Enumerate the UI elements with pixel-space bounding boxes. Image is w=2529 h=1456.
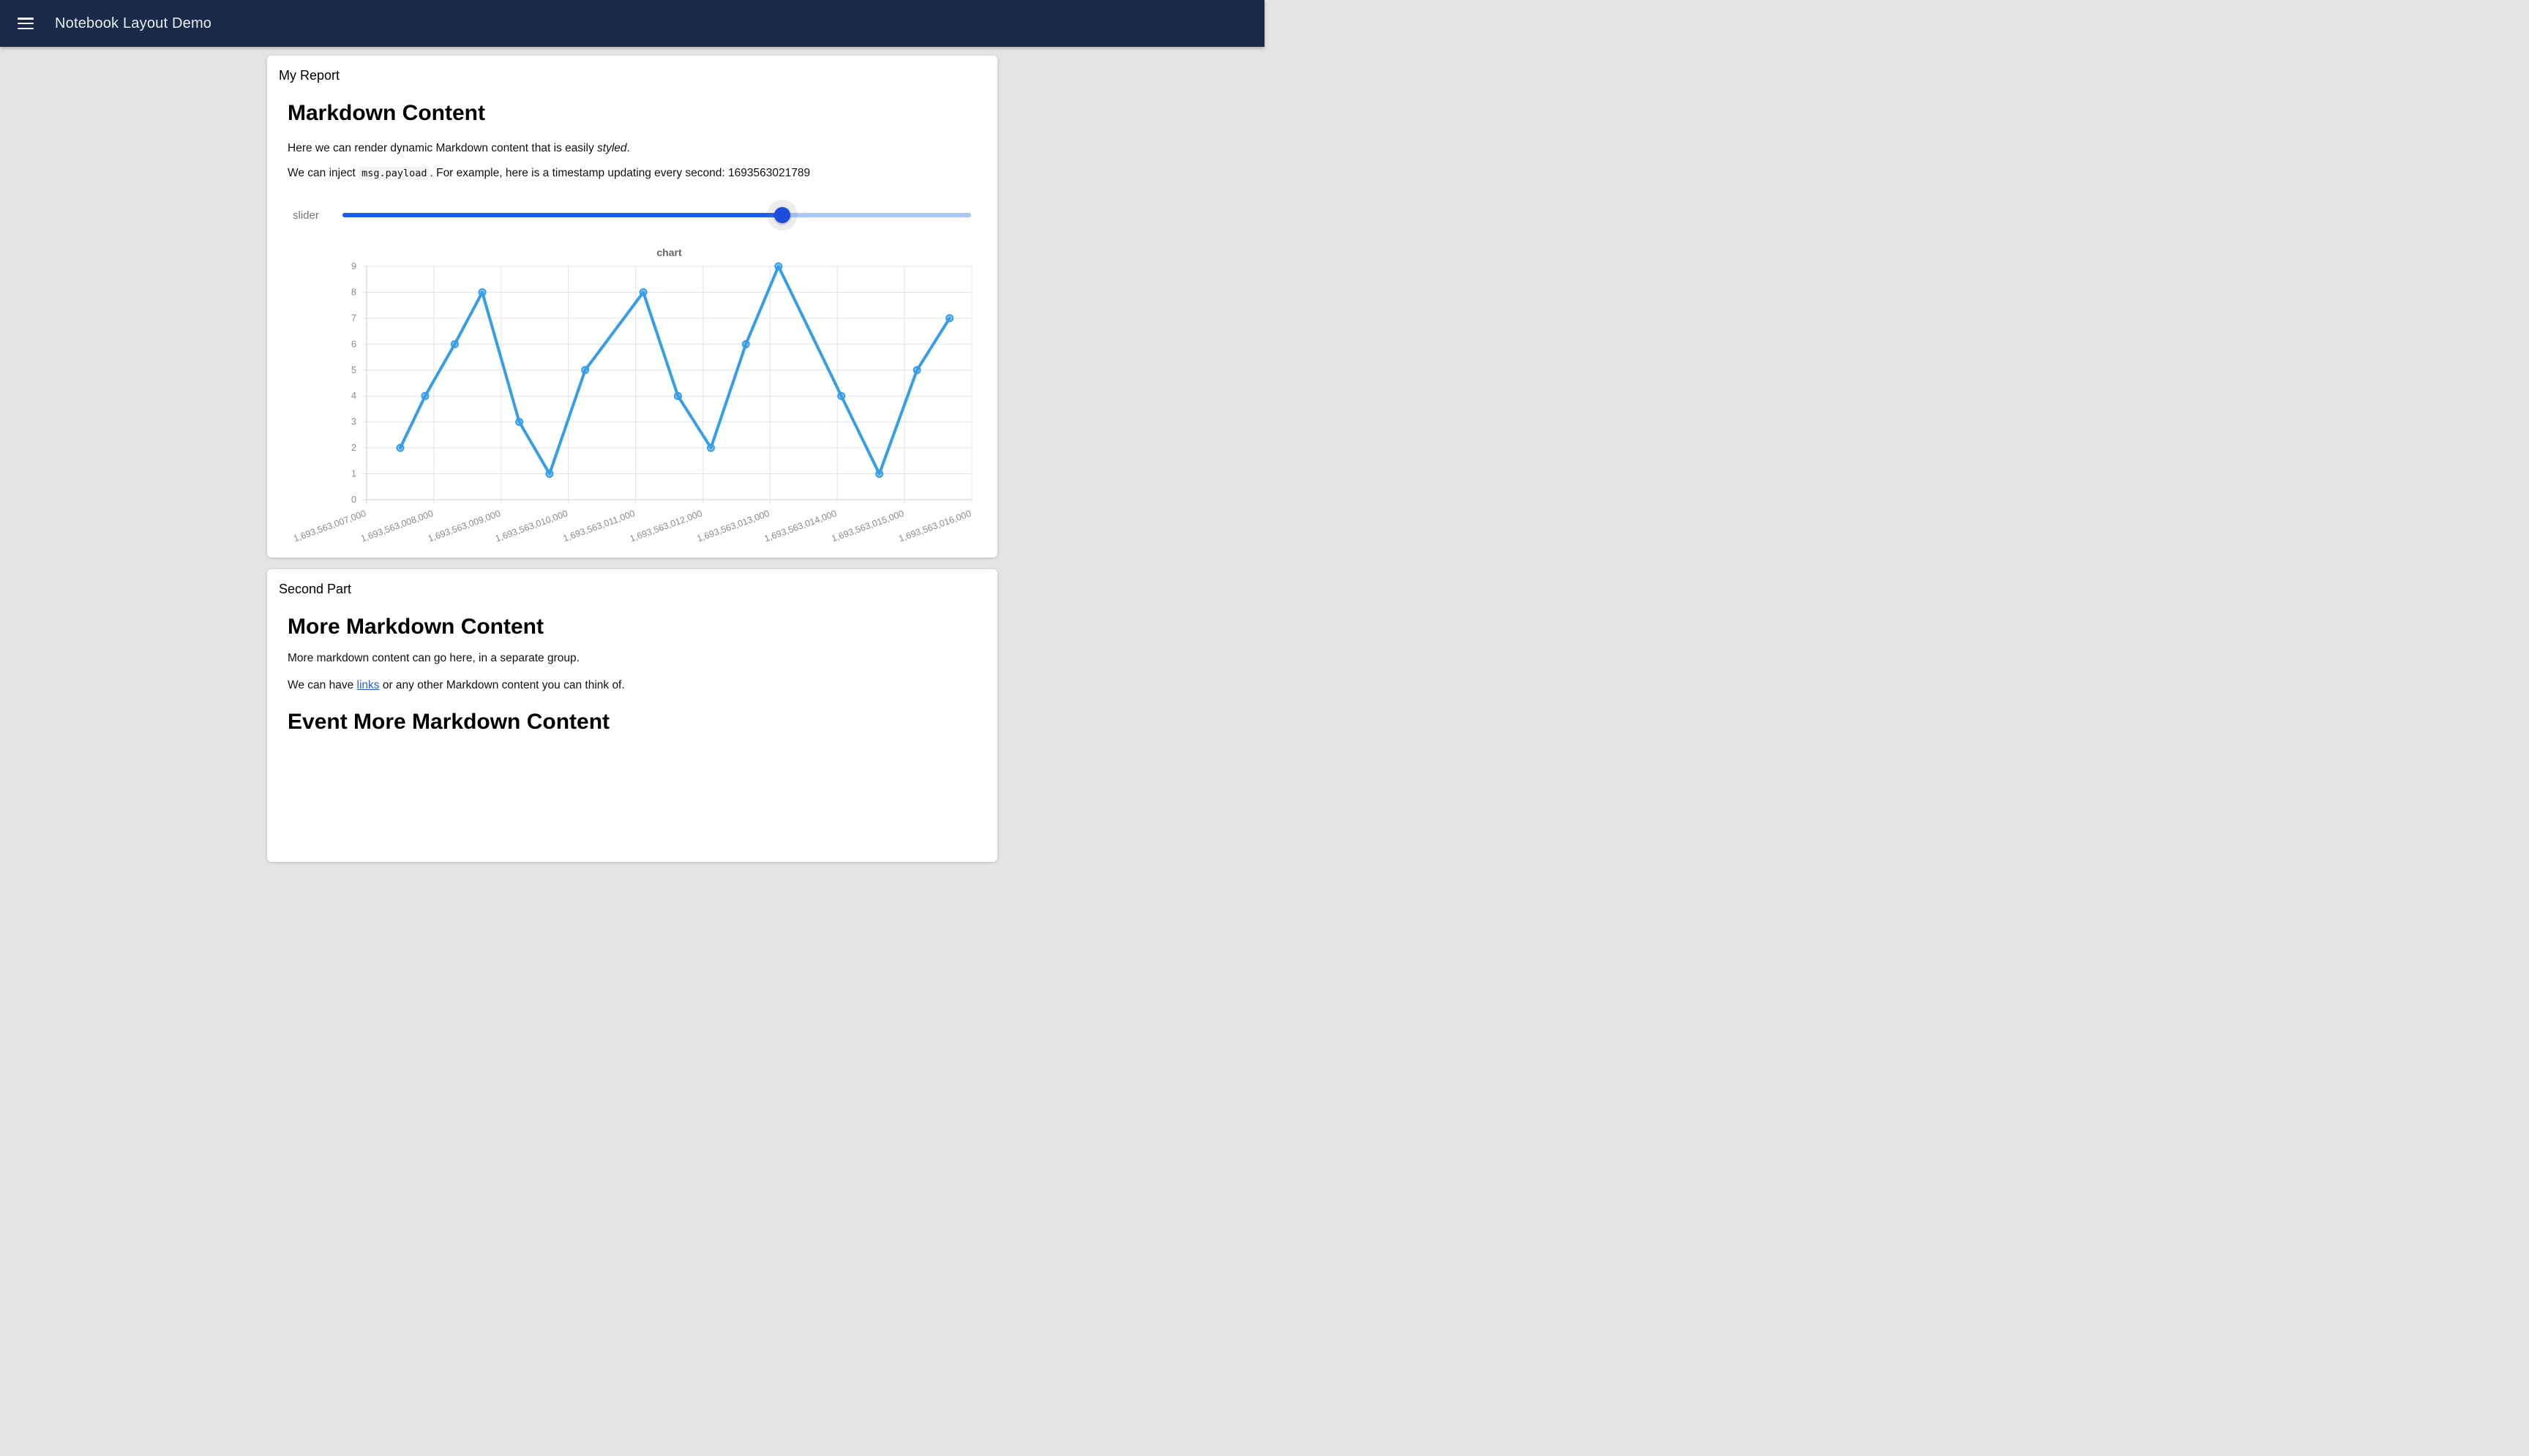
svg-text:1,693,563,013,000: 1,693,563,013,000 [696,509,771,544]
code-inline-msg-payload: msg.payload [359,167,430,180]
svg-text:8: 8 [351,287,356,297]
timestamp-value: 1693563021789 [728,167,811,179]
svg-text:1,693,563,007,000: 1,693,563,007,000 [292,509,367,544]
svg-text:1,693,563,008,000: 1,693,563,008,000 [359,509,435,544]
even-more-markdown-heading: Event More Markdown Content [288,710,610,734]
markdown-heading: Markdown Content [288,101,485,125]
svg-text:4: 4 [351,391,356,401]
slider-fill [342,213,783,217]
slider-label: slider [293,209,319,222]
second-part-card: Second Part More Markdown Content More m… [267,569,997,862]
slider-widget: slider [293,196,971,234]
slider-track[interactable] [342,200,971,230]
svg-text:9: 9 [351,261,356,271]
markdown-paragraph-more: More markdown content can go here, in a … [288,652,580,664]
app-header: Notebook Layout Demo [0,0,1264,47]
italic-word: styled [597,142,627,154]
svg-text:7: 7 [351,313,356,323]
slider-thumb-icon [774,207,791,223]
group-title-second-part: Second Part [279,582,352,596]
markdown-paragraph-payload: We can inject msg.payload. For example, … [288,167,811,180]
svg-text:5: 5 [351,365,356,375]
svg-text:3: 3 [351,417,356,427]
svg-text:2: 2 [351,443,356,453]
links-link[interactable]: links [356,679,380,691]
markdown-paragraph-links: We can have links or any other Markdown … [288,679,625,691]
line-chart[interactable]: 0 1 2 3 4 5 6 7 8 9 1,693,563,007,0001,693,563,008… [292,244,1003,552]
svg-text:1,693,563,012,000: 1,693,563,012,000 [629,509,704,544]
svg-text:1,693,563,014,000: 1,693,563,014,000 [763,509,838,544]
svg-text:1,693,563,010,000: 1,693,563,010,000 [494,509,569,544]
svg-text:1,693,563,009,000: 1,693,563,009,000 [427,509,502,544]
markdown-paragraph-styled: Here we can render dynamic Markdown cont… [288,142,630,154]
svg-text:1: 1 [351,469,356,479]
svg-text:1,693,563,015,000: 1,693,563,015,000 [830,509,905,544]
report-card: My Report Markdown Content Here we can r… [267,56,997,558]
app-title: Notebook Layout Demo [55,15,212,31]
svg-text:6: 6 [351,339,356,349]
svg-text:1,693,563,016,000: 1,693,563,016,000 [897,509,973,544]
svg-text:1,693,563,011,000: 1,693,563,011,000 [562,509,637,544]
menu-icon[interactable] [18,18,34,29]
slider-handle[interactable] [767,200,798,230]
more-markdown-heading: More Markdown Content [288,615,544,639]
svg-text:chart: chart [656,247,682,258]
svg-text:0: 0 [351,495,356,505]
group-title-my-report: My Report [279,68,340,83]
